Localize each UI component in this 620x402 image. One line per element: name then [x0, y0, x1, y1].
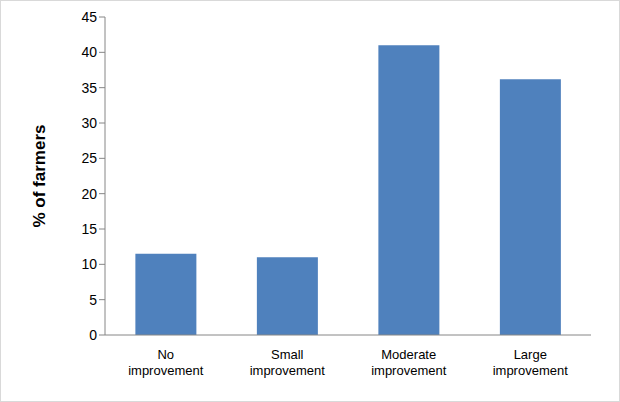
svg-text:0: 0: [89, 327, 97, 343]
svg-text:35: 35: [81, 80, 97, 96]
svg-text:Smallimprovement: Smallimprovement: [250, 347, 326, 378]
svg-text:% of farmers: % of farmers: [30, 125, 49, 228]
svg-text:20: 20: [81, 186, 97, 202]
svg-text:45: 45: [81, 9, 97, 25]
svg-text:30: 30: [81, 115, 97, 131]
svg-text:Largeimprovement: Largeimprovement: [493, 347, 569, 378]
svg-text:40: 40: [81, 44, 97, 60]
svg-text:10: 10: [81, 256, 97, 272]
svg-text:5: 5: [89, 292, 97, 308]
svg-text:Noimprovement: Noimprovement: [128, 347, 204, 378]
svg-text:25: 25: [81, 150, 97, 166]
svg-text:15: 15: [81, 221, 97, 237]
svg-text:Moderateimprovement: Moderateimprovement: [371, 347, 447, 378]
